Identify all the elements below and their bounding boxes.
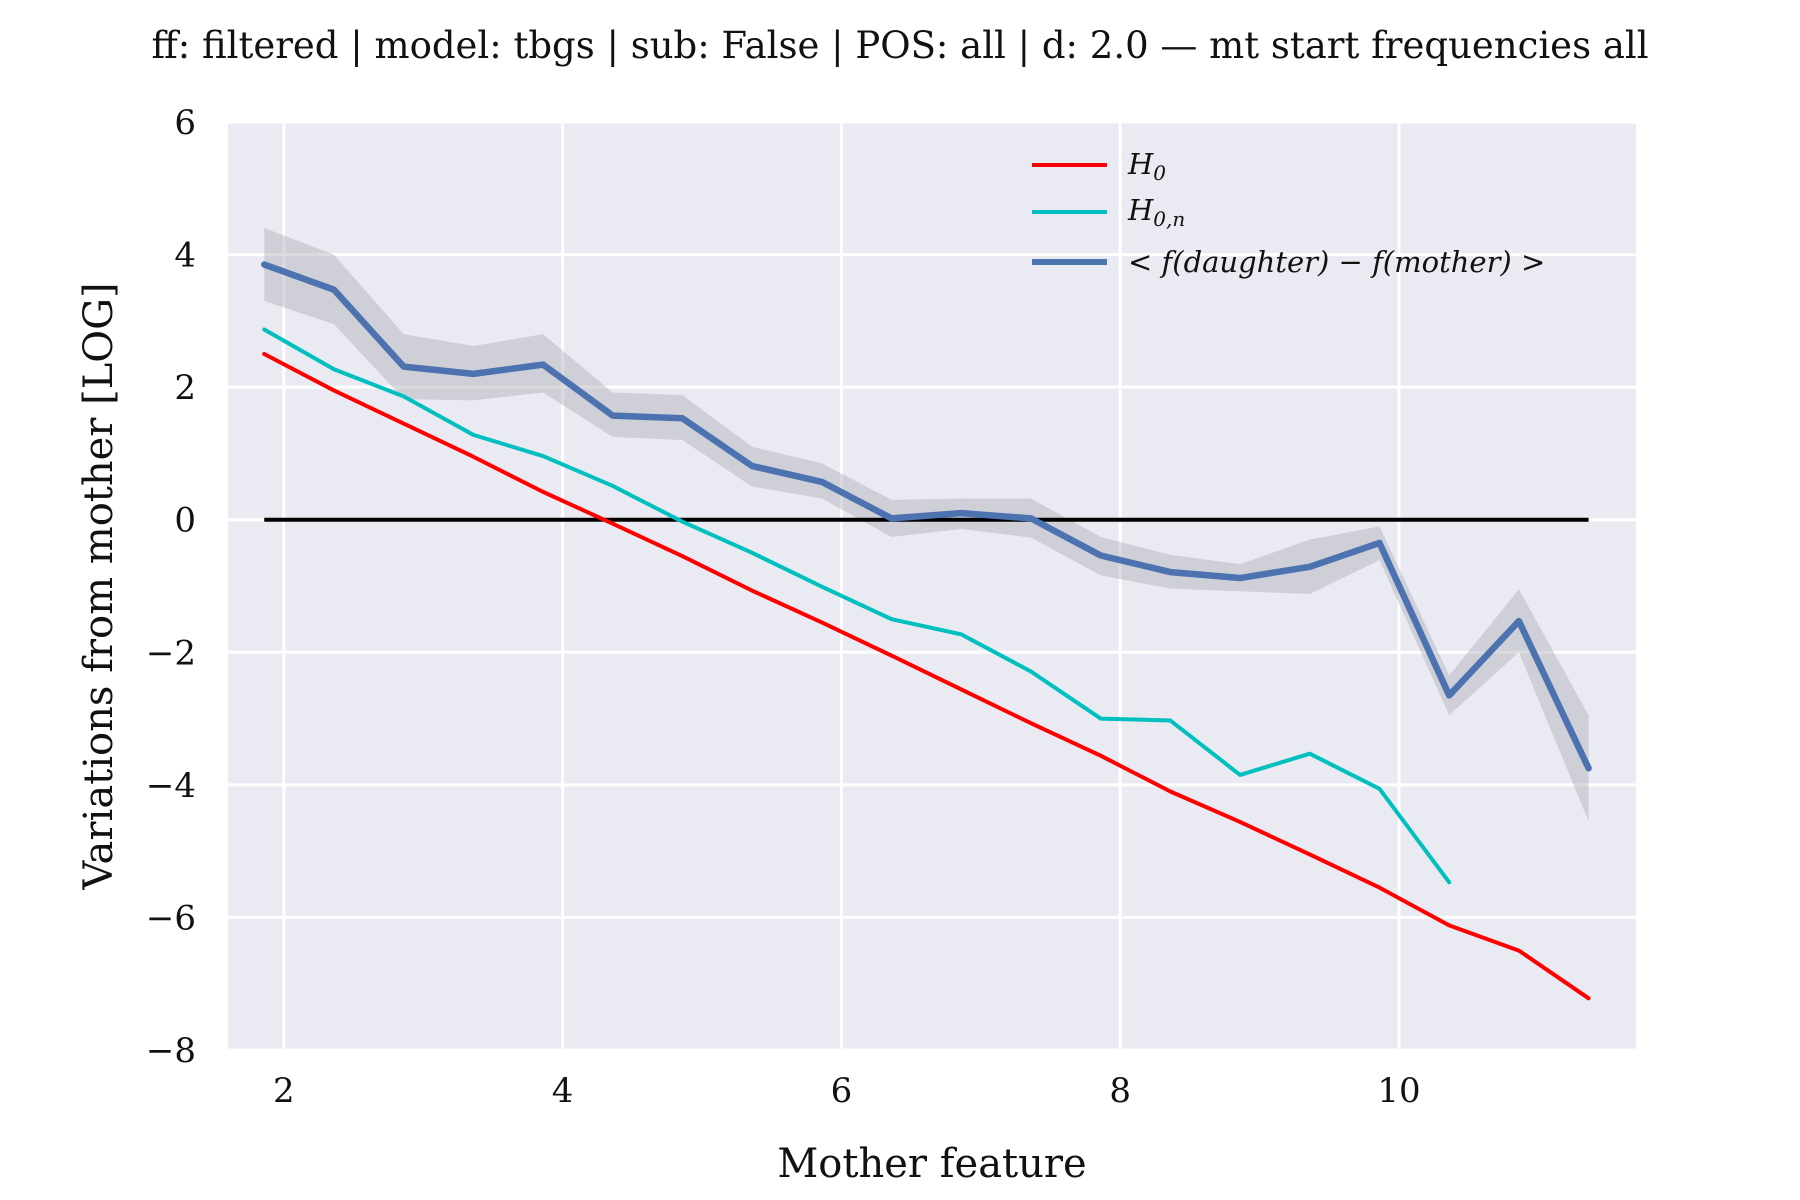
x-tick-label: 8 xyxy=(1109,1071,1131,1111)
legend: H0 H0,n < f(daughter) − f(mother) > xyxy=(1032,147,1545,279)
y-tick-label: 0 xyxy=(174,501,196,541)
series-line-h0 xyxy=(262,352,1591,1001)
series-line-mean xyxy=(260,261,1592,772)
y-axis-label: Variations from mother [LOG] xyxy=(76,282,122,890)
x-tick-label: 10 xyxy=(1377,1071,1420,1111)
series-line-h0n xyxy=(262,327,1452,885)
x-axis-label: Mother feature xyxy=(777,1141,1086,1187)
y-tick-label: 6 xyxy=(174,103,196,143)
y-tick-label: −8 xyxy=(146,1031,196,1071)
x-tick-label: 6 xyxy=(831,1071,853,1111)
y-tick-label: −6 xyxy=(146,898,196,938)
y-tick-label: 2 xyxy=(174,368,196,408)
confidence-band-area xyxy=(264,228,1589,822)
x-tick-label: 4 xyxy=(552,1071,574,1111)
confidence-band xyxy=(264,228,1589,822)
y-tick-label: 4 xyxy=(174,236,196,276)
x-tick-labels: 2 4 6 8 10 xyxy=(273,1071,1421,1111)
x-tick-label: 2 xyxy=(273,1071,295,1111)
series-lines xyxy=(260,261,1592,1001)
y-tick-label: −2 xyxy=(146,633,196,673)
grid xyxy=(228,120,1636,1052)
y-tick-labels: 6 4 2 0 −2 −4 −6 −8 xyxy=(146,103,196,1071)
legend-label-mean: < f(daughter) − f(mother) > xyxy=(1128,245,1545,279)
chart-title: ff: filtered | model: tbgs | sub: False … xyxy=(151,24,1648,67)
y-tick-label: −4 xyxy=(146,766,196,806)
